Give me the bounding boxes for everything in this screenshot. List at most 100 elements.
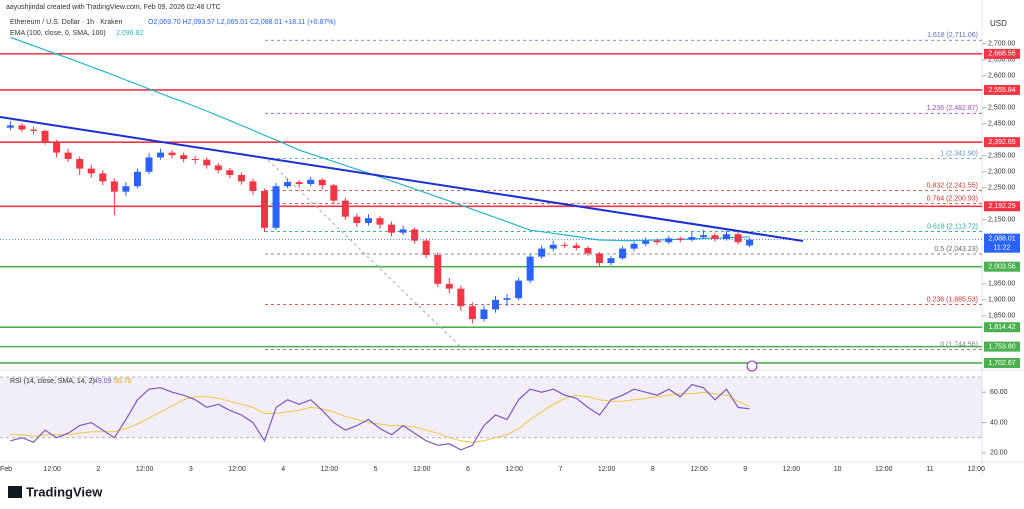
candle-body [203, 159, 211, 166]
candle-body [237, 175, 245, 182]
credit: aayushjindal created with TradingView.co… [6, 4, 221, 11]
fib-label: 0.5 (2,043.23) [934, 246, 978, 253]
rsi-pane: 60.00 40.00 20.00 RSI (14, close, SMA, 14, … [0, 376, 1008, 457]
candle-body [723, 234, 730, 240]
x-tick-label: 12:00 [875, 466, 893, 473]
candle-body [99, 173, 107, 182]
trend-line [0, 116, 804, 242]
candle-body [295, 182, 303, 184]
x-tick-label: 7 [558, 466, 562, 473]
brand-logo [8, 486, 22, 498]
candle-body [688, 237, 696, 240]
event-icon[interactable] [746, 360, 758, 372]
candle-body [515, 280, 523, 299]
candle-body [30, 129, 37, 131]
fib-label: 1 (2,341.90) [940, 150, 978, 157]
fib-label: 1.618 (2,711.06) [927, 32, 978, 39]
y-tick-label: 2,600.00 [988, 73, 1015, 80]
level-tag [984, 357, 1020, 368]
level-label: 2,555.84 [988, 87, 1015, 94]
fib-label: 1.236 (2,482.87) [927, 105, 978, 112]
candle-body [53, 141, 61, 153]
x-tick-label: 12:00 [783, 466, 801, 473]
rsi-tick-label: 20.00 [990, 450, 1008, 457]
level-label: 2,192.29 [988, 203, 1015, 210]
candle-body [538, 248, 546, 257]
candle-body [619, 248, 627, 259]
candle-body [249, 181, 257, 192]
ema-label: EMA (100, close, 0, SMA, 100) [10, 30, 106, 37]
x-tick-label: 11 [926, 466, 933, 473]
candle-body [653, 240, 661, 243]
candle-body [318, 179, 326, 186]
candle-body [41, 130, 49, 142]
ohlc: O2,069.70 H2,093.57 L2,065.01 C2,088.01 … [148, 19, 336, 26]
candle-body [376, 218, 384, 225]
candle-body [353, 216, 361, 224]
fib-label: 0.764 (2,200.93) [927, 195, 978, 202]
y-tick-label: 2,350.00 [988, 153, 1015, 160]
rsi-tick-label: 40.00 [990, 419, 1008, 426]
y-tick-label: 2,150.00 [988, 217, 1015, 224]
candle-body [503, 298, 511, 300]
candle-body [595, 253, 603, 264]
y-tick-label: 2,650.00 [988, 57, 1015, 64]
fib-label: 0.832 (2,241.55) [927, 182, 978, 189]
candle-body [676, 238, 684, 240]
candle-body [468, 306, 476, 320]
fib-label: 0.236 (1,885.53) [927, 296, 978, 303]
rsi-label: RSI (14, close, SMA, 14, 2) [10, 378, 95, 385]
level-label: 2,668.56 [988, 51, 1015, 58]
candle-body [226, 170, 234, 176]
candle-body [180, 155, 188, 160]
symbol: Ethereum / U.S. Dollar · 1h · Kraken [10, 19, 123, 26]
candle-body [6, 125, 14, 128]
y-tick-label: 2,500.00 [988, 105, 1015, 112]
rsi-value: 49.09 [94, 378, 112, 385]
level-label: 1,702.67 [988, 360, 1015, 367]
candle-body [711, 235, 719, 240]
y-tick-label: 1,950.00 [988, 281, 1015, 288]
fib-label: 0.618 (2,113.72) [927, 223, 978, 230]
candle-body [607, 258, 615, 264]
x-tick-label: 12:00 [690, 466, 708, 473]
candle-body [191, 159, 199, 161]
candle-body [341, 200, 349, 217]
candle-body [480, 309, 488, 320]
last-price-tag [984, 233, 1020, 253]
level-tag [984, 48, 1020, 59]
candle-body [445, 283, 453, 289]
candle-body [122, 186, 130, 192]
candle-body [584, 247, 592, 254]
candle-body [746, 239, 754, 246]
level-label: 2,392.65 [988, 139, 1015, 146]
y-tick-label: 2,250.00 [988, 185, 1015, 192]
y-tick-label: 1,850.00 [988, 313, 1015, 320]
candle-body [64, 152, 72, 160]
level-tag [984, 341, 1020, 352]
x-tick-label: 12:00 [321, 466, 339, 473]
candle-body [272, 186, 280, 228]
rsi-sma-value: 50.70 [114, 378, 132, 385]
candle-body [734, 234, 742, 243]
rsi-line [10, 383, 750, 451]
candle-body [422, 240, 430, 256]
candle-body [87, 168, 95, 174]
candle-body [76, 159, 84, 169]
level-label: 2,003.56 [988, 264, 1015, 271]
x-tick-label: 12:00 [505, 466, 523, 473]
rsi-tick-label: 60.00 [990, 389, 1008, 396]
x-tick-label: 6 [466, 466, 470, 473]
level-label: 1,753.80 [988, 343, 1015, 350]
rsi-sma-line [10, 391, 750, 443]
candle-body [549, 244, 557, 249]
x-tick-label: 12:00 [967, 466, 985, 473]
x-tick-label: 12:00 [136, 466, 154, 473]
candle-body [145, 157, 153, 172]
x-tick-label: 8 [651, 466, 655, 473]
rsi-band [0, 377, 982, 438]
currency: USD [990, 19, 1007, 28]
